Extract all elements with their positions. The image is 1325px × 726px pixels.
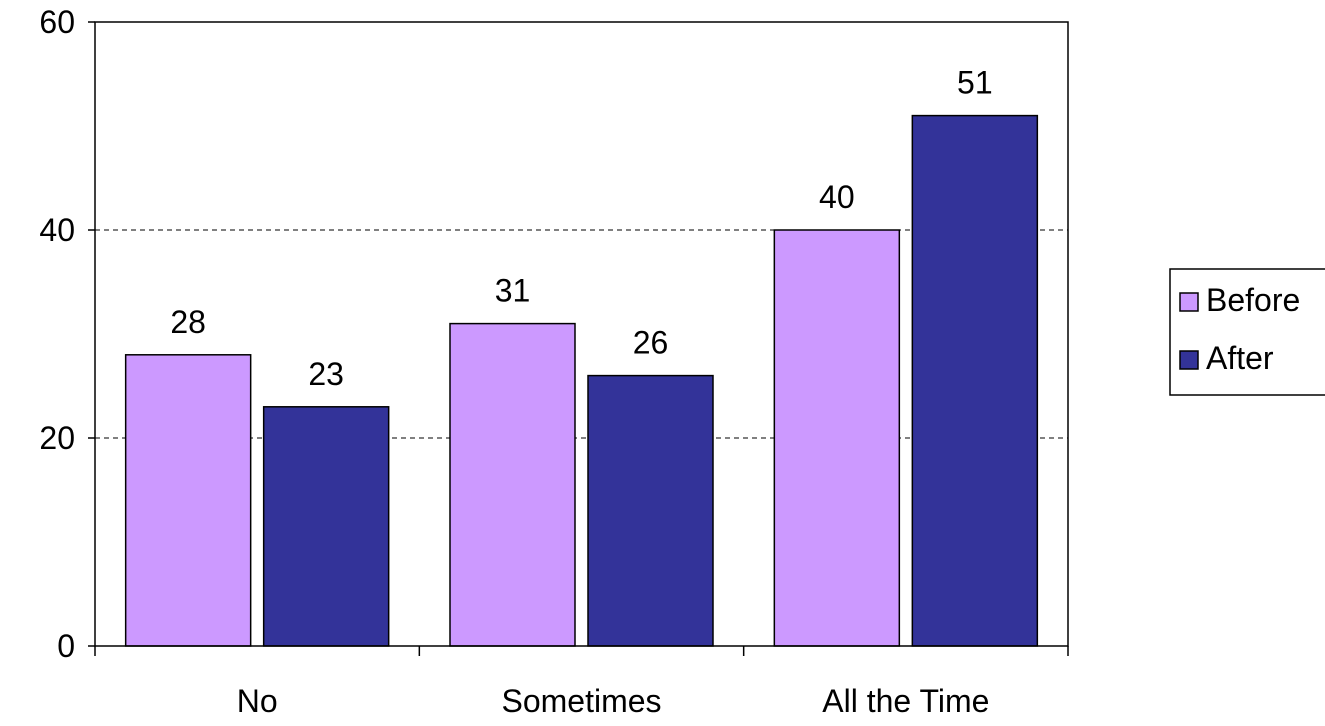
bars (124, 114, 1039, 647)
bar-after-0 (262, 406, 390, 647)
data-label: 31 (495, 273, 531, 309)
data-labels: 28 23 31 26 40 51 (170, 65, 992, 392)
x-category-label: No (237, 683, 278, 719)
bar-after-1 (587, 374, 714, 647)
legend: Before After (1169, 268, 1325, 396)
plot-area-frame (94, 21, 1069, 647)
x-category-label: All the Time (822, 683, 989, 719)
y-tick-label: 40 (39, 212, 75, 248)
bar-before-2 (773, 229, 901, 647)
data-label: 40 (819, 179, 855, 215)
data-label: 23 (308, 356, 344, 392)
y-tick-label: 60 (39, 4, 75, 40)
legend-label-before: Before (1206, 282, 1300, 318)
data-label: 26 (633, 325, 669, 361)
legend-box (1169, 268, 1325, 396)
legend-swatch-before (1179, 292, 1199, 312)
bar-before-0 (124, 354, 252, 647)
x-axis (94, 646, 1069, 656)
y-tick-label: 20 (39, 420, 75, 456)
legend-label-after: After (1206, 340, 1274, 376)
x-category-label: Sometimes (501, 683, 661, 719)
data-label: 28 (170, 304, 206, 340)
data-label: 51 (957, 65, 993, 101)
y-tick-label: 0 (57, 628, 75, 664)
y-axis-tick-labels: 0 20 40 60 (39, 4, 95, 664)
bar-before-1 (449, 322, 576, 647)
legend-swatch-after (1179, 350, 1199, 370)
bar-after-2 (911, 114, 1039, 647)
gridlines (95, 229, 1068, 439)
x-axis-category-labels: No Sometimes All the Time (237, 683, 990, 719)
